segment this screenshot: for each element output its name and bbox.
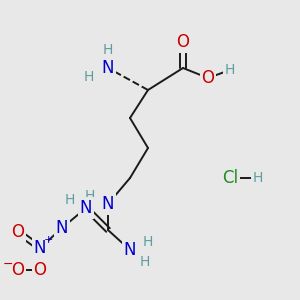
Text: H: H bbox=[85, 189, 95, 203]
Text: H: H bbox=[140, 255, 150, 269]
Text: −: − bbox=[3, 257, 13, 271]
Text: N: N bbox=[34, 239, 46, 257]
Text: H: H bbox=[65, 193, 75, 207]
Text: H: H bbox=[84, 70, 94, 84]
Text: N: N bbox=[80, 199, 92, 217]
Text: Cl: Cl bbox=[222, 169, 238, 187]
Text: H: H bbox=[253, 171, 263, 185]
Text: N: N bbox=[102, 59, 114, 77]
Text: H: H bbox=[103, 43, 113, 57]
Text: H: H bbox=[143, 235, 153, 249]
Text: N: N bbox=[102, 195, 114, 213]
Text: O: O bbox=[34, 261, 46, 279]
Text: O: O bbox=[11, 261, 25, 279]
Text: O: O bbox=[202, 69, 214, 87]
Text: N: N bbox=[124, 241, 136, 259]
Text: H: H bbox=[225, 63, 235, 77]
Text: O: O bbox=[11, 223, 25, 241]
Text: +: + bbox=[43, 235, 53, 245]
Text: N: N bbox=[56, 219, 68, 237]
Text: O: O bbox=[176, 33, 190, 51]
